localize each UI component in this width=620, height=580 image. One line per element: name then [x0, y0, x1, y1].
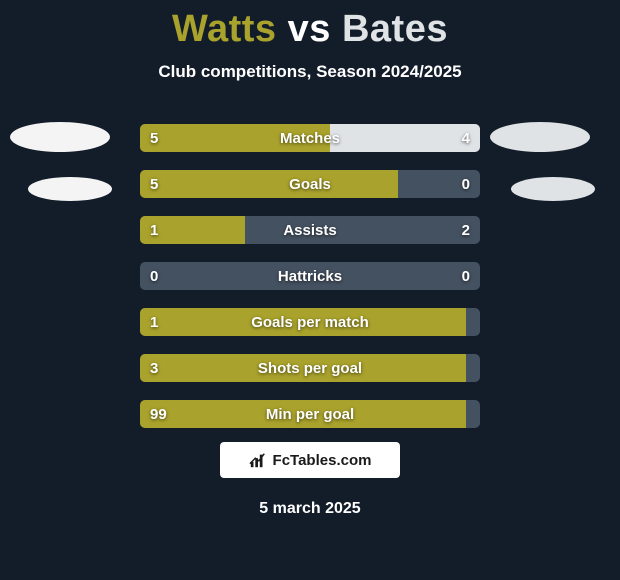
title-player-b: Bates [342, 8, 448, 50]
badge-left [10, 122, 110, 152]
stat-label: Shots per goal [140, 354, 480, 382]
stat-row: 00Hattricks [140, 262, 480, 290]
stat-row: 12Assists [140, 216, 480, 244]
badge-left-2 [28, 177, 112, 201]
stat-row: 50Goals [140, 170, 480, 198]
page-title: Watts vs Bates [0, 8, 620, 51]
stats-container: 54Matches 50Goals 12Assists 00Hattricks 1Goa… [140, 124, 480, 446]
subtitle: Club competitions, Season 2024/2025 [0, 62, 620, 82]
stat-row: 99Min per goal [140, 400, 480, 428]
stat-label: Hattricks [140, 262, 480, 290]
stat-label: Goals [140, 170, 480, 198]
source-logo-text: FcTables.com [273, 452, 372, 469]
date-label: 5 march 2025 [0, 500, 620, 518]
stat-label: Goals per match [140, 308, 480, 336]
stat-row: 1Goals per match [140, 308, 480, 336]
title-player-a: Watts [172, 8, 277, 50]
comparison-infographic: Watts vs Bates Club competitions, Season… [0, 0, 620, 580]
stat-label: Min per goal [140, 400, 480, 428]
badge-right [490, 122, 590, 152]
stat-row: 54Matches [140, 124, 480, 152]
stat-row: 3Shots per goal [140, 354, 480, 382]
source-logo: FcTables.com [220, 442, 400, 478]
badge-right-2 [511, 177, 595, 201]
title-vs: vs [288, 8, 331, 50]
bar-chart-icon [249, 451, 267, 469]
stat-label: Matches [140, 124, 480, 152]
stat-label: Assists [140, 216, 480, 244]
